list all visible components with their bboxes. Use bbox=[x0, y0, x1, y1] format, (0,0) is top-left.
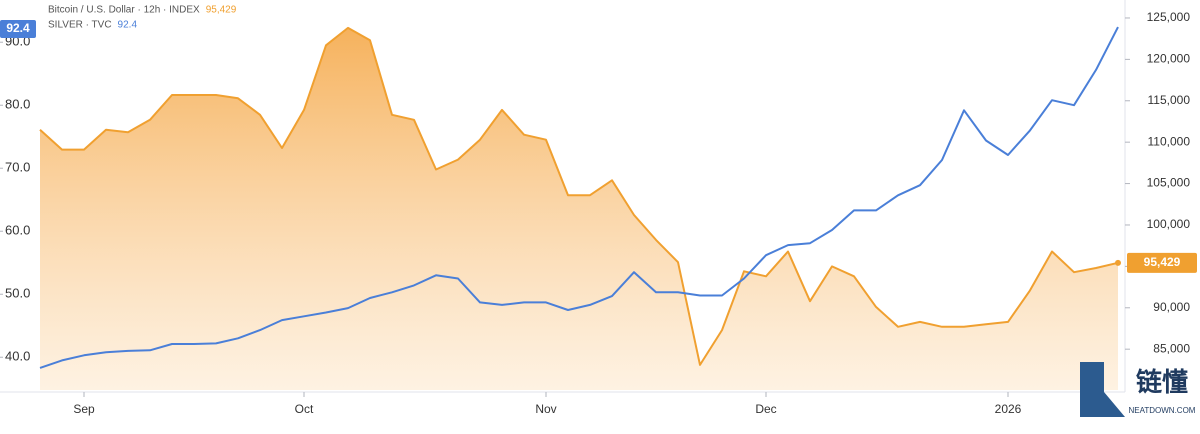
y-value-badge-text: 92.4 bbox=[6, 21, 30, 35]
watermark-brand: 链懂 bbox=[1136, 367, 1188, 397]
y-tick-label: 80.0 bbox=[5, 97, 30, 112]
y2-tick-label: 110,000 bbox=[1148, 134, 1191, 148]
watermark: 链懂 NEATDOWN.COM bbox=[1080, 362, 1196, 417]
line bbox=[39, 26, 1119, 366]
y-tick-label: 50.0 bbox=[5, 286, 30, 301]
x-tick-label: Sep bbox=[73, 402, 95, 416]
area bbox=[40, 27, 1118, 391]
y2-value-badge bbox=[1127, 252, 1197, 273]
y2-tick-label: 120,000 bbox=[1147, 52, 1191, 66]
x-tick-label: Dec bbox=[755, 402, 776, 416]
legend-value: 92.4 bbox=[118, 20, 138, 31]
y2-value-badge-text: 95,429 bbox=[1144, 255, 1181, 269]
last-point bbox=[1115, 259, 1121, 266]
overlay: 40.050.060.070.080.090.095,42992.4Bitcoi… bbox=[0, 5, 1197, 364]
y2-tick-label: 105,000 bbox=[1147, 176, 1191, 190]
y2-tick-label: 85,000 bbox=[1153, 341, 1190, 355]
y2-tick-label: 100,000 bbox=[1147, 217, 1191, 231]
y2-tick-label: 90,000 bbox=[1153, 300, 1190, 314]
y-tick-label: 70.0 bbox=[5, 160, 30, 175]
y2-tick-label: 125,000 bbox=[1147, 10, 1191, 24]
x-tick-label: 2026 bbox=[995, 402, 1022, 416]
y-tick-label: 60.0 bbox=[5, 223, 30, 238]
legend-entry: Bitcoin / U.S. Dollar · 12h · INDEX bbox=[48, 5, 200, 16]
x-tick-label: Nov bbox=[535, 402, 556, 416]
line bbox=[39, 26, 1119, 369]
x-tick-label: Oct bbox=[295, 402, 314, 416]
legend-value: 95,429 bbox=[206, 5, 237, 16]
watermark-logo bbox=[1080, 362, 1125, 417]
y-tick-label: 40.0 bbox=[5, 349, 30, 364]
watermark-site: NEATDOWN.COM bbox=[1129, 406, 1196, 415]
y2-tick-label: 115,000 bbox=[1148, 93, 1191, 107]
legend-entry: SILVER · TVC bbox=[48, 20, 112, 31]
y-value-badge bbox=[0, 20, 36, 38]
